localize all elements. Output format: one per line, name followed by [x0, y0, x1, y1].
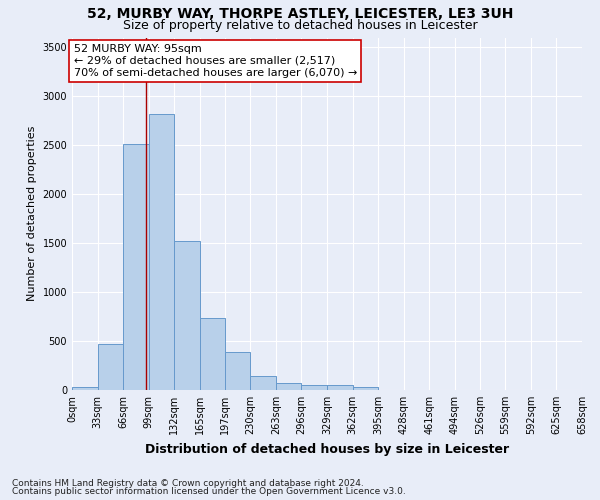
- Bar: [200, 318, 224, 390]
- Bar: [123, 144, 149, 390]
- Text: Size of property relative to detached houses in Leicester: Size of property relative to detached ho…: [122, 19, 478, 32]
- Text: Contains public sector information licensed under the Open Government Licence v3: Contains public sector information licen…: [12, 487, 406, 496]
- Bar: [149, 114, 175, 390]
- Text: 52 MURBY WAY: 95sqm
← 29% of detached houses are smaller (2,517)
70% of semi-det: 52 MURBY WAY: 95sqm ← 29% of detached ho…: [74, 44, 357, 78]
- Text: Contains HM Land Registry data © Crown copyright and database right 2024.: Contains HM Land Registry data © Crown c…: [12, 478, 364, 488]
- Bar: [276, 382, 301, 390]
- Y-axis label: Number of detached properties: Number of detached properties: [27, 126, 37, 302]
- Bar: [175, 241, 200, 390]
- Bar: [98, 344, 123, 390]
- Bar: [224, 352, 250, 390]
- Text: 52, MURBY WAY, THORPE ASTLEY, LEICESTER, LE3 3UH: 52, MURBY WAY, THORPE ASTLEY, LEICESTER,…: [87, 8, 513, 22]
- Bar: [250, 376, 276, 390]
- Bar: [72, 387, 98, 390]
- Bar: [327, 384, 353, 390]
- Bar: [301, 384, 327, 390]
- X-axis label: Distribution of detached houses by size in Leicester: Distribution of detached houses by size …: [145, 442, 509, 456]
- Bar: [353, 387, 378, 390]
